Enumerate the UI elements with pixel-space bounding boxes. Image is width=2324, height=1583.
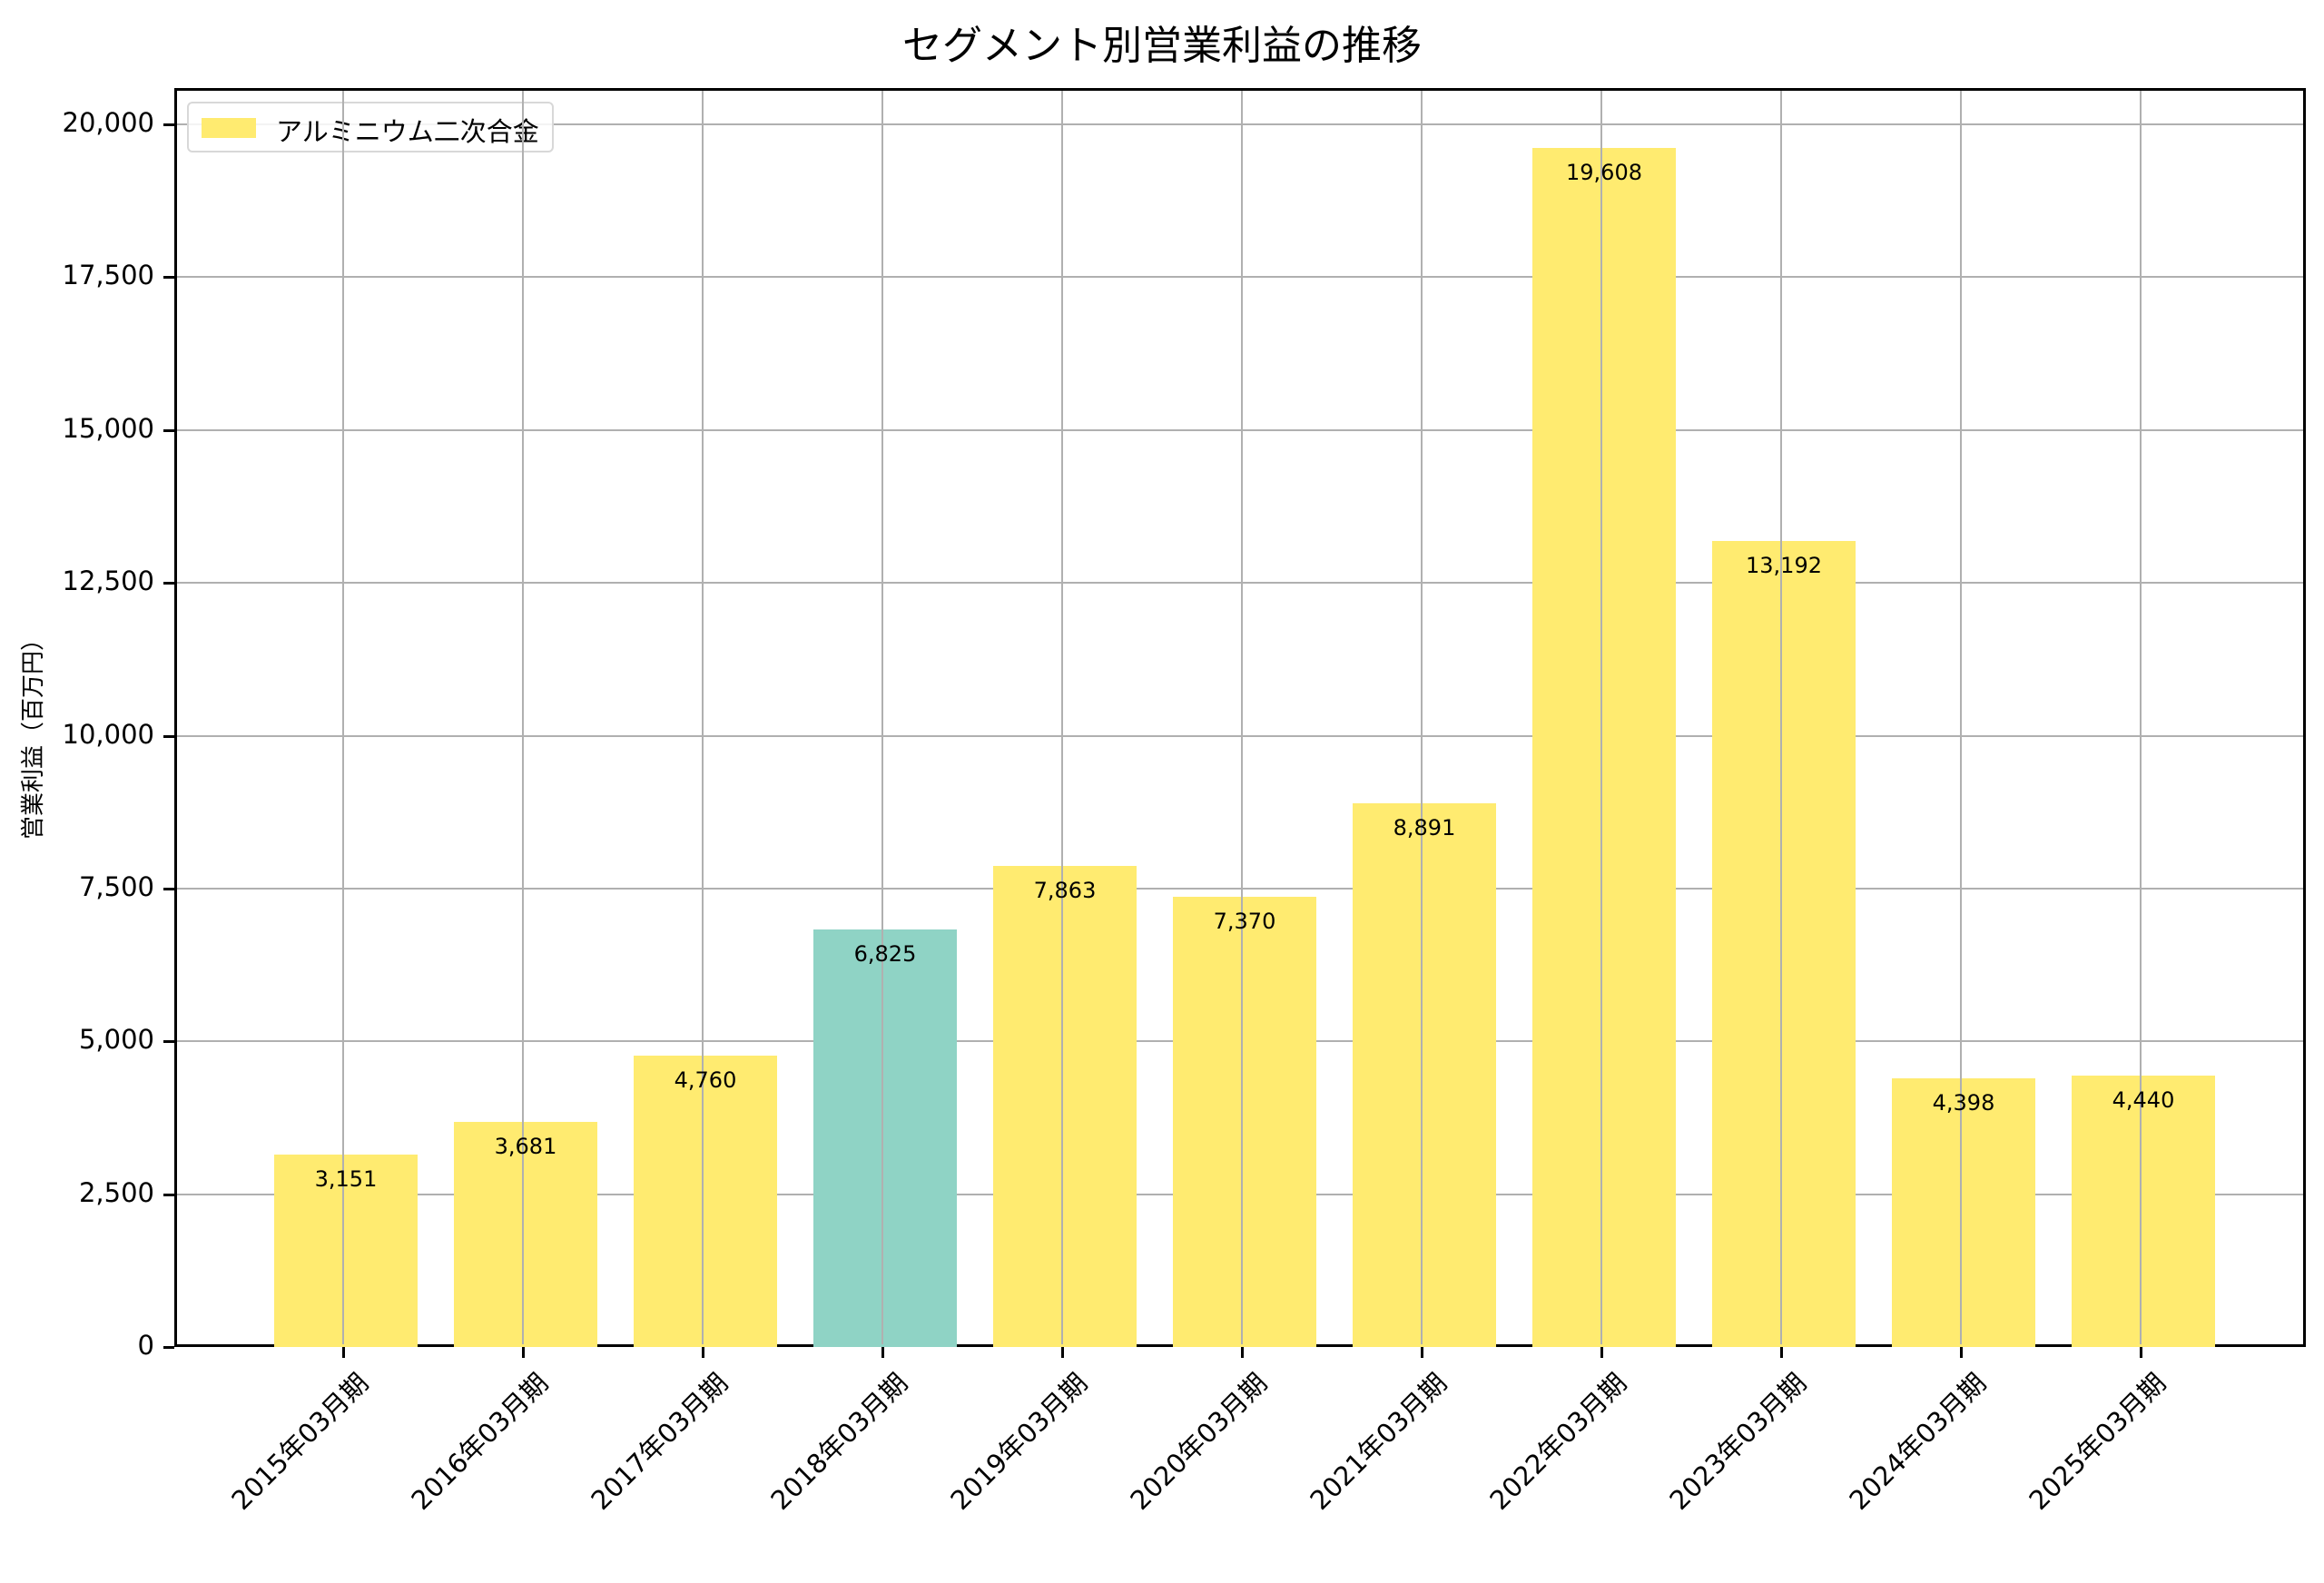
gridline-horizontal: [177, 428, 2303, 431]
y-tick-mark: [163, 1193, 174, 1196]
bar: [274, 1154, 418, 1347]
gridline-vertical: [1600, 91, 1602, 1344]
x-tick-mark: [1061, 1347, 1064, 1358]
plot-area: 3,151 3,681 4,760 6,825 7,863 7,370 8,891 19,60…: [174, 88, 2306, 1347]
bar: [1712, 540, 1856, 1347]
y-tick-label: 17,500: [62, 260, 154, 291]
gridline-vertical: [342, 91, 344, 1344]
x-tick-mark: [1600, 1347, 1603, 1358]
gridline-horizontal: [177, 887, 2303, 890]
x-tick-mark: [342, 1347, 345, 1358]
legend-label: アルミニウム二次合金: [276, 116, 539, 147]
y-tick-mark: [163, 123, 174, 126]
x-tick-mark: [1780, 1347, 1783, 1358]
y-tick-label: 20,000: [62, 107, 154, 138]
chart-title: セグメント別営業利益の推移: [902, 23, 1422, 69]
x-tick-mark: [1421, 1347, 1423, 1358]
bar: [993, 866, 1137, 1347]
gridline-vertical: [1780, 91, 1782, 1344]
y-tick-mark: [163, 276, 174, 280]
gridline-horizontal: [177, 734, 2303, 737]
y-tick-label: 12,500: [62, 565, 154, 597]
bar-value-label: 8,891: [1393, 815, 1456, 841]
gridline-vertical: [1960, 91, 1962, 1344]
bar-value-label: 3,681: [494, 1134, 557, 1160]
gridline-vertical: [2140, 91, 2142, 1344]
bar: [1532, 148, 1676, 1347]
legend-swatch: [202, 118, 256, 138]
bar-value-label: 4,440: [2112, 1086, 2175, 1113]
y-tick-mark: [163, 582, 174, 585]
legend: アルミニウム二次合金: [187, 102, 554, 152]
gridline-vertical: [702, 91, 704, 1344]
bar: [2072, 1075, 2215, 1347]
gridline-vertical: [522, 91, 524, 1344]
y-tick-label: 7,500: [78, 870, 154, 902]
gridline-vertical: [1061, 91, 1063, 1344]
gridline-vertical: [1241, 91, 1243, 1344]
bar: [454, 1122, 597, 1347]
x-tick-mark: [702, 1347, 704, 1358]
x-tick-mark: [881, 1347, 884, 1358]
bar: [634, 1056, 777, 1347]
bar-value-label: 3,151: [314, 1165, 378, 1192]
bar: [1173, 896, 1316, 1347]
y-tick-label: 10,000: [62, 718, 154, 750]
bar: [813, 929, 957, 1347]
y-tick-label: 5,000: [78, 1024, 154, 1056]
bar-value-label: 6,825: [853, 941, 917, 968]
y-tick-mark: [163, 428, 174, 432]
bar-value-label: 7,370: [1213, 908, 1276, 934]
bar-value-label: 4,760: [674, 1067, 737, 1094]
y-tick-mark: [163, 734, 174, 738]
x-tick-mark: [522, 1347, 525, 1358]
bar-value-label: 13,192: [1746, 552, 1822, 578]
x-tick-mark: [1241, 1347, 1244, 1358]
bar-value-label: 4,398: [1932, 1089, 1995, 1116]
y-tick-mark: [163, 1346, 174, 1349]
gridline-horizontal: [177, 276, 2303, 279]
bar-value-label: 19,608: [1566, 160, 1642, 186]
gridline-vertical: [1421, 91, 1423, 1344]
bar: [1892, 1077, 2035, 1347]
gridline-horizontal: [177, 123, 2303, 125]
x-tick-mark: [2140, 1347, 2142, 1358]
y-tick-mark: [163, 1040, 174, 1044]
x-tick-mark: [1960, 1347, 1963, 1358]
bar: [1353, 803, 1496, 1347]
y-tick-label: 2,500: [78, 1176, 154, 1208]
gridline-vertical: [881, 91, 883, 1344]
bar-value-label: 7,863: [1033, 878, 1097, 904]
y-tick-mark: [163, 887, 174, 890]
y-tick-label: 0: [137, 1330, 154, 1361]
y-tick-label: 15,000: [62, 412, 154, 444]
gridline-horizontal: [177, 582, 2303, 585]
